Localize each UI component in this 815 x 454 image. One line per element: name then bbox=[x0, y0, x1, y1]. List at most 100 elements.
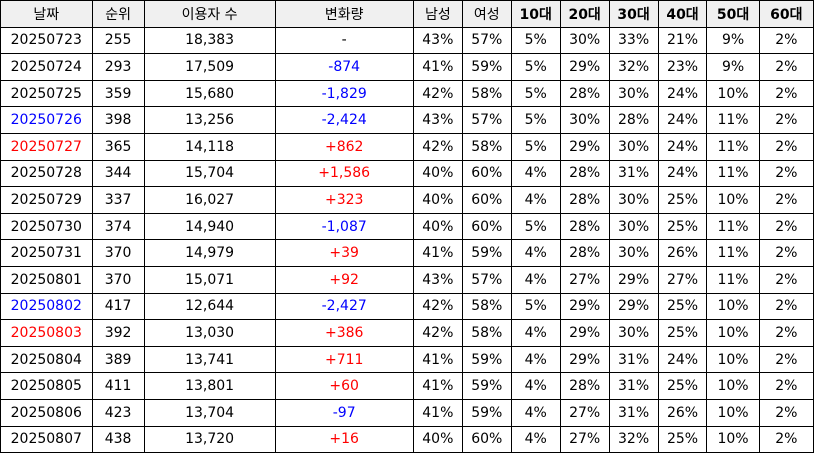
table-row: 20250728 344 15,704 +1,586 40% 60% 4% 28% 31% 24%… bbox=[0, 159, 815, 188]
cell-age-10: 4% bbox=[510, 398, 561, 427]
cell-date: 20250729 bbox=[0, 186, 93, 214]
cell-age-20: 28% bbox=[559, 239, 610, 267]
table-row: 20250804 389 13,741 +711 41% 59% 4% 29% 31% 24% 10… bbox=[0, 345, 815, 374]
cell-age-60: 2% bbox=[758, 292, 815, 321]
cell-age-60: 2% bbox=[758, 53, 815, 81]
cell-users: 17,509 bbox=[143, 53, 276, 81]
cell-age-30: 32% bbox=[608, 53, 659, 81]
cell-age-60: 2% bbox=[758, 345, 815, 374]
cell-age-50: 10% bbox=[706, 186, 760, 214]
header-row: 날짜 순위 이용자 수 변화량 남성 여성 10대 20대 30대 40대 50… bbox=[0, 0, 815, 28]
cell-date: 20250806 bbox=[0, 398, 93, 427]
header-age-50: 50대 bbox=[706, 0, 760, 28]
cell-age-10: 5% bbox=[510, 26, 561, 55]
cell-age-60: 2% bbox=[758, 372, 815, 400]
cell-female: 58% bbox=[461, 79, 512, 108]
cell-female: 57% bbox=[461, 265, 512, 294]
cell-age-30: 30% bbox=[608, 186, 659, 214]
cell-male: 41% bbox=[412, 53, 463, 81]
cell-age-50: 11% bbox=[706, 159, 760, 188]
cell-age-20: 29% bbox=[559, 292, 610, 321]
cell-female: 59% bbox=[461, 372, 512, 400]
cell-age-40: 24% bbox=[657, 345, 708, 374]
cell-rank: 411 bbox=[91, 372, 145, 400]
cell-male: 40% bbox=[412, 186, 463, 214]
table-row: 20250807 438 13,720 +16 40% 60% 4% 27% 32% 25% 10%… bbox=[0, 425, 815, 454]
cell-age-60: 2% bbox=[758, 425, 815, 454]
cell-male: 40% bbox=[412, 212, 463, 241]
table-row: 20250803 392 13,030 +386 42% 58% 4% 29% 30% 25% 10… bbox=[0, 319, 815, 347]
cell-date: 20250725 bbox=[0, 79, 93, 108]
cell-age-50: 11% bbox=[706, 239, 760, 267]
cell-female: 59% bbox=[461, 239, 512, 267]
table-row: 20250725 359 15,680 -1,829 42% 58% 5% 28% 30% 24%… bbox=[0, 79, 815, 108]
header-age-40: 40대 bbox=[657, 0, 708, 28]
cell-change: +711 bbox=[274, 345, 414, 374]
cell-date: 20250802 bbox=[0, 292, 93, 321]
cell-age-20: 28% bbox=[559, 79, 610, 108]
table-row: 20250806 423 13,704 -97 41% 59% 4% 27% 31% 26% 10%… bbox=[0, 398, 815, 427]
cell-age-30: 30% bbox=[608, 319, 659, 347]
cell-female: 58% bbox=[461, 319, 512, 347]
cell-rank: 344 bbox=[91, 159, 145, 188]
cell-age-60: 2% bbox=[758, 265, 815, 294]
cell-users: 13,801 bbox=[143, 372, 276, 400]
cell-age-30: 30% bbox=[608, 79, 659, 108]
cell-age-50: 9% bbox=[706, 53, 760, 81]
cell-age-10: 5% bbox=[510, 292, 561, 321]
cell-change: - bbox=[274, 26, 414, 55]
cell-age-30: 31% bbox=[608, 159, 659, 188]
cell-age-60: 2% bbox=[758, 79, 815, 108]
header-rank: 순위 bbox=[91, 0, 145, 28]
cell-age-10: 4% bbox=[510, 239, 561, 267]
cell-rank: 374 bbox=[91, 212, 145, 241]
cell-change: +92 bbox=[274, 265, 414, 294]
cell-rank: 398 bbox=[91, 106, 145, 134]
cell-age-50: 10% bbox=[706, 425, 760, 454]
cell-users: 13,741 bbox=[143, 345, 276, 374]
cell-date: 20250723 bbox=[0, 26, 93, 55]
cell-users: 13,030 bbox=[143, 319, 276, 347]
cell-age-30: 30% bbox=[608, 132, 659, 161]
cell-age-50: 10% bbox=[706, 79, 760, 108]
cell-male: 42% bbox=[412, 319, 463, 347]
cell-male: 41% bbox=[412, 239, 463, 267]
cell-rank: 438 bbox=[91, 425, 145, 454]
cell-date: 20250724 bbox=[0, 53, 93, 81]
cell-age-50: 10% bbox=[706, 372, 760, 400]
cell-age-10: 5% bbox=[510, 106, 561, 134]
cell-age-40: 24% bbox=[657, 79, 708, 108]
cell-male: 42% bbox=[412, 132, 463, 161]
cell-age-50: 11% bbox=[706, 212, 760, 241]
table-row: 20250801 370 15,071 +92 43% 57% 4% 27% 29% 27% 11%… bbox=[0, 265, 815, 294]
cell-rank: 293 bbox=[91, 53, 145, 81]
cell-age-60: 2% bbox=[758, 159, 815, 188]
cell-rank: 359 bbox=[91, 79, 145, 108]
cell-date: 20250805 bbox=[0, 372, 93, 400]
cell-age-40: 24% bbox=[657, 106, 708, 134]
cell-age-20: 27% bbox=[559, 398, 610, 427]
cell-date: 20250801 bbox=[0, 265, 93, 294]
cell-female: 60% bbox=[461, 425, 512, 454]
cell-change: +386 bbox=[274, 319, 414, 347]
table-row: 20250723 255 18,383-43% 57% 5% 30% 33% 21% 9% 2% bbox=[0, 26, 815, 55]
cell-age-60: 2% bbox=[758, 398, 815, 427]
header-date: 날짜 bbox=[0, 0, 93, 28]
cell-age-40: 21% bbox=[657, 26, 708, 55]
cell-age-60: 2% bbox=[758, 212, 815, 241]
table-row: 20250802 417 12,644 -2,427 42% 58% 5% 29% 29% 25%… bbox=[0, 292, 815, 321]
cell-age-30: 30% bbox=[608, 212, 659, 241]
cell-female: 60% bbox=[461, 186, 512, 214]
cell-age-50: 10% bbox=[706, 398, 760, 427]
header-age-10: 10대 bbox=[510, 0, 561, 28]
cell-age-10: 5% bbox=[510, 53, 561, 81]
cell-male: 41% bbox=[412, 372, 463, 400]
cell-change: -1,087 bbox=[274, 212, 414, 241]
cell-age-40: 25% bbox=[657, 186, 708, 214]
cell-age-40: 25% bbox=[657, 372, 708, 400]
cell-age-40: 26% bbox=[657, 239, 708, 267]
cell-age-20: 28% bbox=[559, 186, 610, 214]
cell-female: 58% bbox=[461, 292, 512, 321]
cell-age-30: 28% bbox=[608, 106, 659, 134]
cell-users: 13,704 bbox=[143, 398, 276, 427]
